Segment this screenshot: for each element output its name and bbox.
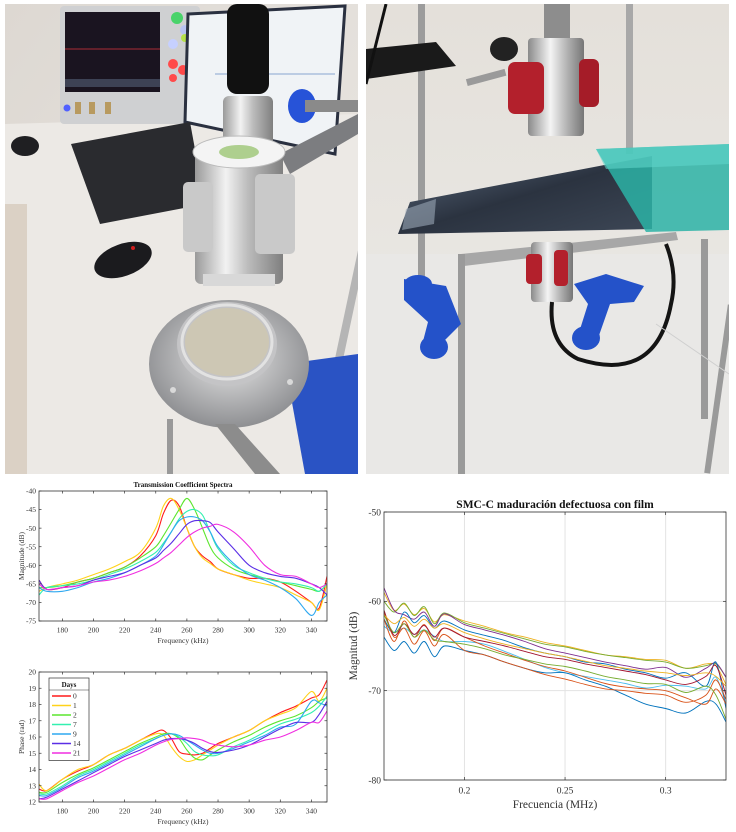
- photo-liquid-cell: [5, 4, 358, 474]
- legend-entry-label: 9: [73, 730, 77, 739]
- y-tick-label: 19: [29, 684, 37, 693]
- y-tick-label: -60: [368, 598, 381, 608]
- photo-film-setup: [366, 4, 729, 474]
- x-tick-label: 180: [57, 626, 69, 635]
- y-tick-label: 13: [29, 781, 37, 790]
- y-tick-label: -80: [368, 776, 381, 786]
- series-line-s3: [384, 587, 726, 678]
- x-tick-label: 320: [275, 807, 287, 816]
- y-tick-label: -70: [26, 598, 36, 607]
- y-tick-label: -50: [368, 508, 381, 518]
- x-tick-label: 340: [306, 626, 318, 635]
- x-tick-label: 300: [244, 626, 256, 635]
- x-tick-label: 240: [150, 807, 162, 816]
- series-line-14: [39, 519, 327, 596]
- legend-entry-label: 2: [73, 711, 77, 720]
- y-tick-label: 15: [29, 749, 37, 758]
- x-tick-label: 280: [212, 626, 224, 635]
- series-line-s8: [384, 611, 726, 703]
- y-axis-label: Phase (rad): [17, 720, 26, 754]
- y-tick-label: 12: [29, 798, 37, 807]
- x-tick-label: 260: [181, 807, 193, 816]
- y-axis-label: Magnitude (dB): [17, 531, 26, 580]
- series-line-21: [39, 523, 327, 591]
- phase-chart: 180 200 220 240 260 280 300 320 340 12 13 14 15 16 17 1…: [0, 660, 340, 832]
- series-group: [39, 679, 327, 800]
- series-line-2: [39, 697, 327, 794]
- y-tick-label: -45: [26, 505, 36, 514]
- plot-area: [39, 491, 327, 621]
- x-tick-label: 220: [119, 626, 131, 635]
- y-tick-label: -50: [26, 524, 36, 533]
- series-line-s6: [384, 636, 726, 723]
- series-line-14: [39, 701, 327, 800]
- series-line-s9: [384, 610, 726, 696]
- x-tick-label: 220: [119, 807, 131, 816]
- legend-entry-label: 1: [73, 701, 77, 710]
- axes-frame: [38, 490, 328, 622]
- x-tick-label: 260: [181, 626, 193, 635]
- y-tick-label: 18: [29, 700, 37, 709]
- legend-entry-label: 0: [73, 692, 77, 701]
- oscilloscope: [60, 6, 200, 124]
- series-line-s2: [384, 600, 726, 678]
- y-tick-label: -55: [26, 542, 36, 551]
- x-tick-label: 200: [88, 626, 100, 635]
- x-tick-label: 200: [88, 807, 100, 816]
- legend-entry-label: 21: [73, 749, 81, 758]
- series-line-7: [39, 696, 327, 796]
- series-line-s11: [384, 614, 726, 687]
- x-axis-label: Frequency (kHz): [157, 817, 209, 826]
- series-line-21: [39, 710, 327, 800]
- chart-title: SMC-C maduración defectuosa con film: [456, 499, 654, 511]
- x-axis-label: Frequency (kHz): [157, 636, 209, 645]
- x-tick-label: 180: [57, 807, 69, 816]
- x-tick-label: 0.2: [459, 787, 471, 797]
- x-tick-label: 320: [275, 626, 287, 635]
- series-group: [39, 497, 327, 616]
- y-tick-label: -40: [26, 487, 36, 496]
- y-axis-label: Magnitud (dB): [348, 611, 360, 680]
- series-line-s10: [384, 614, 726, 720]
- x-tick-label: 280: [212, 807, 224, 816]
- axes-frame: [383, 511, 727, 781]
- magnitude-chart: 180 200 220 240 260 280 300 320 340 -40 -45 -50 -55 -…: [0, 478, 340, 648]
- series-line-s7: [384, 619, 726, 705]
- x-axis-label: Frecuencia (MHz): [513, 799, 598, 811]
- legend-entry-label: 14: [73, 739, 81, 748]
- y-tick-label: 14: [29, 765, 37, 774]
- series-group: [384, 587, 726, 723]
- y-tick-label: 20: [29, 668, 37, 677]
- y-tick-label: -75: [26, 617, 36, 626]
- x-tick-label: 0.25: [557, 787, 574, 797]
- x-tick-label: 340: [306, 807, 318, 816]
- x-tick-label: 0.3: [660, 787, 672, 797]
- legend-title: Days: [62, 681, 77, 689]
- y-tick-label: -70: [368, 687, 381, 697]
- smc-chart: 0.2 0.25 0.3 -80 -70 -60 -50 SMC-C maduración d…: [340, 488, 736, 832]
- legend-entry-label: 7: [73, 720, 77, 729]
- series-line-1: [39, 688, 327, 792]
- y-tick-label: 17: [29, 716, 37, 725]
- chart-title: Transmission Coefficient Spectra: [133, 481, 233, 489]
- x-tick-label: 300: [244, 807, 256, 816]
- y-tick-label: -65: [26, 579, 36, 588]
- y-tick-label: -60: [26, 561, 36, 570]
- y-tick-label: 16: [29, 733, 37, 742]
- x-tick-label: 240: [150, 626, 162, 635]
